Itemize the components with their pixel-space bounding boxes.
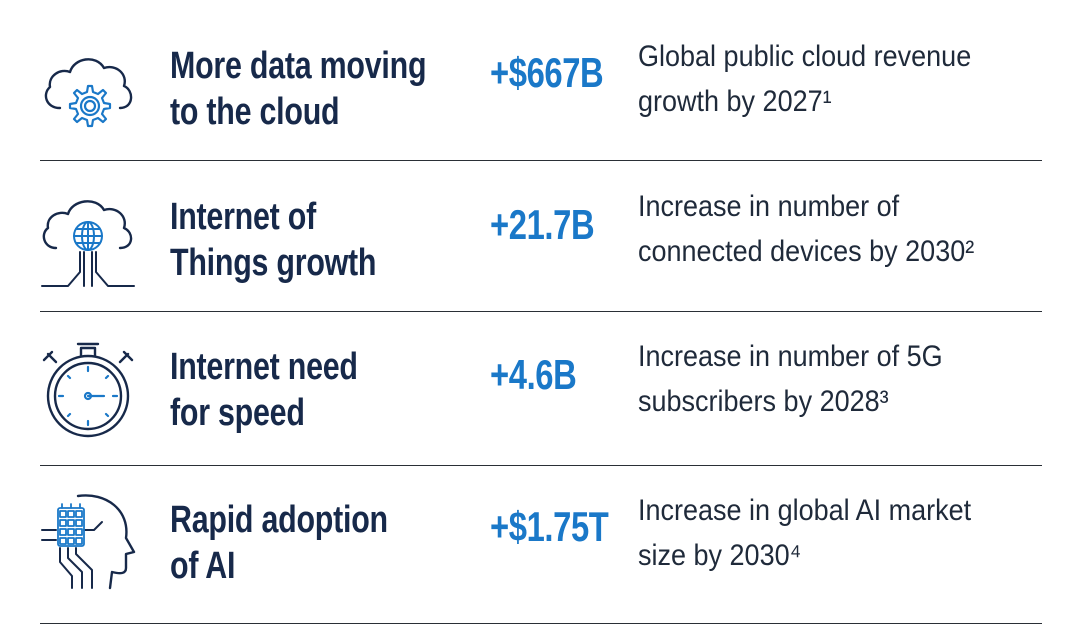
description-line: subscribers by 2028³	[638, 385, 889, 418]
row-description: Global public cloud revenue growth by 20…	[638, 34, 1025, 124]
row-title: Internet need for speed	[170, 344, 410, 436]
description-line: size by 2030⁴	[638, 539, 802, 572]
row-divider	[40, 311, 1042, 312]
description-line: Increase in global AI market	[638, 494, 972, 527]
cloud-gear-icon	[38, 42, 138, 142]
description-line: connected devices by 2030²	[638, 235, 975, 268]
description-line: Increase in number of 5G	[638, 340, 943, 373]
stat-value: +21.7B	[490, 201, 595, 248]
row-description: Increase in number of connected devices …	[638, 184, 1025, 274]
title-line: More data moving	[170, 45, 427, 87]
row-description: Increase in number of 5G subscribers by …	[638, 334, 1025, 424]
stat-value: +$1.75T	[490, 503, 609, 550]
row-title: Internet of Things growth	[170, 194, 410, 286]
title-line: Rapid adoption	[170, 499, 388, 541]
title-line: to the cloud	[170, 91, 340, 133]
title-line: Things growth	[170, 242, 377, 284]
row-divider	[40, 623, 1042, 624]
title-line: Internet of	[170, 196, 316, 238]
description-line: Increase in number of	[638, 190, 900, 223]
row-description: Increase in global AI market size by 203…	[638, 488, 1025, 578]
title-line: of AI	[170, 545, 236, 587]
row-divider	[40, 465, 1042, 466]
description-line: growth by 2027¹	[638, 85, 832, 118]
row-title: Rapid adoption of AI	[170, 497, 410, 589]
stat-value: +4.6B	[490, 351, 577, 398]
stat-value: +$667B	[490, 49, 604, 96]
description-line: Global public cloud revenue	[638, 40, 972, 73]
title-line: Internet need	[170, 346, 358, 388]
row-divider	[40, 160, 1042, 161]
ai-head-chip-icon	[38, 490, 138, 590]
title-line: for speed	[170, 392, 305, 434]
stopwatch-icon	[38, 340, 138, 440]
row-title: More data moving to the cloud	[170, 43, 427, 135]
cloud-globe-network-icon	[38, 192, 138, 292]
